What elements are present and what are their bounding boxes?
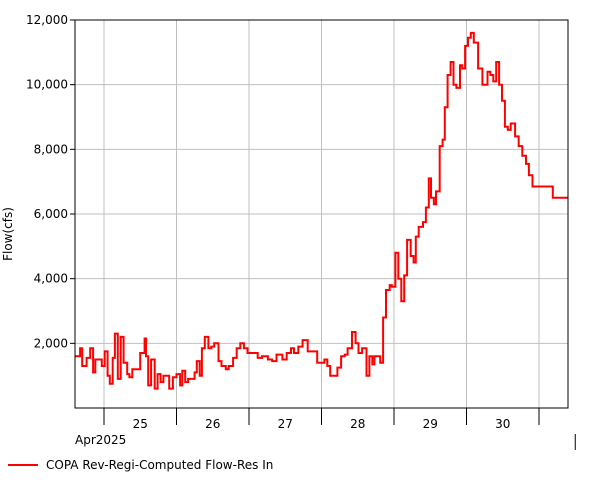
series-line	[75, 31, 568, 390]
series-layer	[75, 31, 568, 390]
grid-lines	[75, 19, 568, 408]
y-axis: 2,000 4,000 6,000 8,000 10,000 12,000	[26, 13, 75, 350]
legend-swatch	[8, 464, 38, 466]
y-tick-label: 12,000	[26, 13, 68, 27]
x-tick-label: 26	[205, 417, 220, 431]
legend: COPA Rev-Regi-Computed Flow-Res In	[8, 456, 273, 474]
x-month-label: Apr2025	[75, 433, 126, 447]
x-tick-label: 28	[350, 417, 365, 431]
y-tick-label: 10,000	[26, 78, 68, 92]
x-tick-label: 29	[423, 417, 438, 431]
y-tick-label: 4,000	[34, 272, 68, 286]
y-tick-label: 2,000	[34, 336, 68, 350]
x-axis: 25 26 27 28 29 30 Apr2025	[75, 408, 576, 450]
legend-label: COPA Rev-Regi-Computed Flow-Res In	[46, 458, 274, 472]
x-tick-label: 27	[278, 417, 293, 431]
y-axis-title: Flow(cfs)	[1, 207, 15, 261]
y-tick-label: 8,000	[34, 142, 68, 156]
x-tick-label: 30	[495, 417, 510, 431]
y-tick-label: 6,000	[34, 207, 68, 221]
x-tick-label: 25	[133, 417, 148, 431]
